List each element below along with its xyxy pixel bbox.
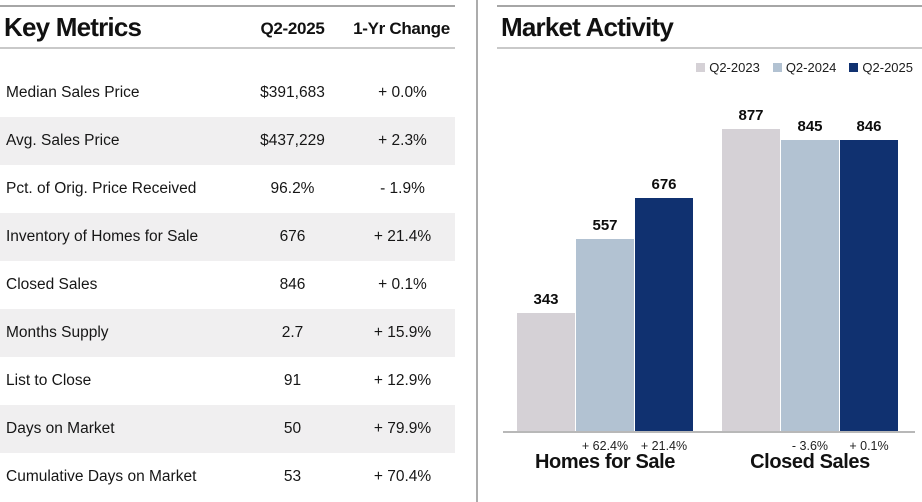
change-label: + 62.4% bbox=[581, 439, 629, 453]
metric-change: + 21.4% bbox=[373, 228, 432, 245]
bar-value-label: 676 bbox=[651, 176, 677, 193]
metric-value: 676 bbox=[279, 228, 306, 245]
bar-q2-2023-homes-for-sale bbox=[517, 313, 575, 431]
metric-label: Months Supply bbox=[6, 324, 109, 341]
change-label: + 0.1% bbox=[849, 439, 889, 453]
metric-label: List to Close bbox=[6, 372, 92, 389]
panel-divider bbox=[476, 0, 478, 502]
metrics-table: Median Sales Price $391,683 + 0.0% Avg. Sal… bbox=[0, 69, 455, 501]
table-row-pct-of-orig-price-received: Pct. of Orig. Price Received 96.2% - 1.9% bbox=[0, 165, 455, 213]
legend-swatch-q2-2024-icon bbox=[772, 63, 782, 72]
metric-value: 96.2% bbox=[270, 180, 315, 197]
bar-value-label: 877 bbox=[738, 107, 764, 124]
legend-label: Q2-2025 bbox=[862, 60, 913, 75]
legend-item-q2-2024: Q2-2024 bbox=[772, 60, 837, 75]
table-row-cumulative-days-on-market: Cumulative Days on Market 53 + 70.4% bbox=[0, 453, 455, 501]
metric-label: Median Sales Price bbox=[6, 84, 140, 101]
legend-swatch-q2-2023-icon bbox=[696, 63, 706, 72]
table-row-inventory-of-homes-for-sale: Inventory of Homes for Sale 676 + 21.4% bbox=[0, 213, 455, 261]
metric-change: + 15.9% bbox=[373, 324, 432, 341]
metric-value: $391,683 bbox=[260, 84, 325, 101]
bar-q2-2024-homes-for-sale bbox=[576, 239, 634, 431]
legend-swatch-q2-2025-icon bbox=[849, 63, 859, 72]
table-row-months-supply: Months Supply 2.7 + 15.9% bbox=[0, 309, 455, 357]
change-label: - 3.6% bbox=[791, 439, 829, 453]
key-metrics-panel: Key Metrics Q2-2025 1-Yr Change Median S… bbox=[0, 0, 455, 502]
table-row-median-sales-price: Median Sales Price $391,683 + 0.0% bbox=[0, 69, 455, 117]
change-label: + 21.4% bbox=[640, 439, 688, 453]
metric-change: + 79.9% bbox=[373, 420, 432, 437]
market-activity-title: Market Activity bbox=[501, 12, 674, 42]
top-rule-right bbox=[497, 5, 922, 7]
metric-change: + 12.9% bbox=[373, 372, 432, 389]
metric-value: 846 bbox=[279, 276, 306, 293]
header-rule-right bbox=[497, 47, 922, 49]
metric-label: Avg. Sales Price bbox=[6, 132, 120, 149]
metric-value: $437,229 bbox=[260, 132, 325, 149]
legend-item-q2-2023: Q2-2023 bbox=[696, 60, 760, 75]
chart-legend: Q2-2023 Q2-2024 Q2-2025 bbox=[696, 60, 913, 75]
metric-change: + 0.0% bbox=[378, 84, 427, 101]
bar-q2-2024-closed-sales bbox=[781, 140, 839, 431]
legend-label: Q2-2023 bbox=[709, 60, 760, 75]
metric-label: Closed Sales bbox=[6, 276, 98, 293]
key-metrics-title: Key Metrics bbox=[4, 12, 142, 42]
category-label-homes-for-sale: Homes for Sale bbox=[534, 451, 675, 473]
metric-change: + 70.4% bbox=[373, 468, 432, 485]
bar-value-label: 557 bbox=[592, 217, 618, 234]
bar-q2-2025-homes-for-sale bbox=[635, 198, 693, 431]
metric-label: Inventory of Homes for Sale bbox=[6, 228, 199, 245]
bar-q2-2025-closed-sales bbox=[840, 140, 898, 431]
top-rule-left bbox=[0, 5, 455, 7]
legend-label: Q2-2024 bbox=[785, 60, 837, 75]
metric-change: + 0.1% bbox=[378, 276, 427, 293]
table-row-days-on-market: Days on Market 50 + 79.9% bbox=[0, 405, 455, 453]
metric-value: 2.7 bbox=[281, 324, 304, 341]
table-row-avg-sales-price: Avg. Sales Price $437,229 + 2.3% bbox=[0, 117, 455, 165]
metric-value: 91 bbox=[283, 372, 302, 389]
header-rule-left bbox=[0, 47, 455, 49]
column-header-1yr-change: 1-Yr Change bbox=[353, 19, 450, 38]
metric-label: Days on Market bbox=[6, 420, 115, 437]
bar-value-label: 343 bbox=[533, 291, 559, 308]
legend-item-q2-2025: Q2-2025 bbox=[849, 60, 913, 75]
metric-change: + 2.3% bbox=[378, 132, 427, 149]
metric-change: - 1.9% bbox=[380, 180, 425, 197]
column-header-q2-2025: Q2-2025 bbox=[260, 19, 325, 38]
metric-label: Cumulative Days on Market bbox=[6, 468, 197, 485]
metric-label: Pct. of Orig. Price Received bbox=[6, 180, 197, 197]
bar-q2-2023-closed-sales bbox=[722, 129, 780, 431]
market-activity-panel: Market Activity Q2-2023 Q2-2024 Q2-2025 34… bbox=[497, 0, 922, 502]
category-label-closed-sales: Closed Sales bbox=[750, 451, 870, 473]
table-row-list-to-close: List to Close 91 + 12.9% bbox=[0, 357, 455, 405]
x-axis-line bbox=[503, 431, 915, 433]
bar-value-label: 846 bbox=[856, 118, 882, 135]
table-row-closed-sales: Closed Sales 846 + 0.1% bbox=[0, 261, 455, 309]
bar-value-label: 845 bbox=[797, 118, 823, 135]
metric-value: 53 bbox=[283, 468, 302, 485]
metric-value: 50 bbox=[283, 420, 302, 437]
